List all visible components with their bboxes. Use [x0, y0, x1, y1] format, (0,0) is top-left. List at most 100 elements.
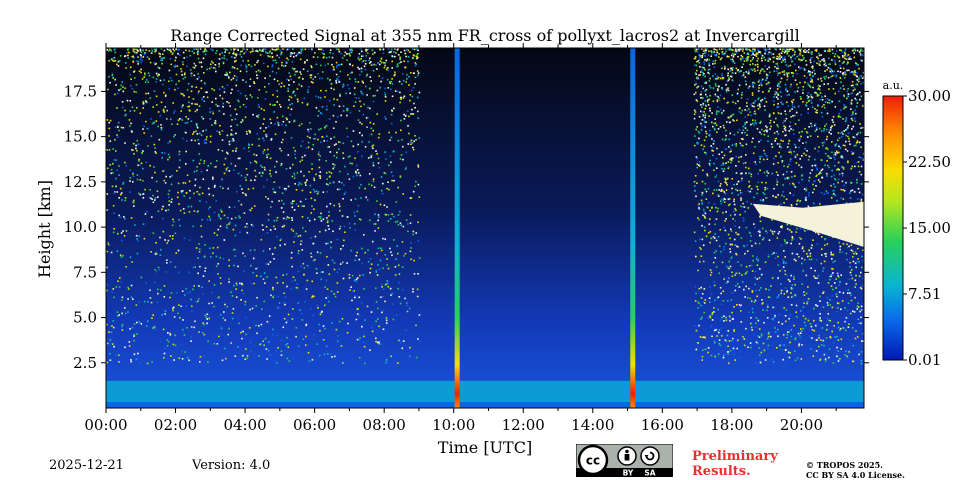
noise-speck [776, 83, 779, 86]
noise-speck [819, 181, 821, 183]
noise-speck [827, 155, 829, 157]
noise-speck [310, 212, 313, 214]
noise-speck [193, 170, 196, 173]
noise-speck [154, 199, 156, 201]
noise-speck [769, 122, 771, 124]
noise-speck [326, 135, 328, 137]
noise-speck [833, 156, 835, 159]
noise-speck [832, 116, 835, 118]
noise-speck [860, 198, 863, 201]
noise-speck [302, 262, 305, 265]
noise-speck [848, 93, 851, 95]
noise-speck [338, 188, 341, 191]
noise-speck [307, 128, 309, 131]
noise-speck [719, 344, 722, 347]
noise-speck [291, 318, 294, 320]
noise-speck [178, 150, 181, 153]
noise-speck [732, 119, 734, 121]
noise-speck [163, 56, 166, 59]
noise-speck [198, 250, 201, 253]
noise-speck [776, 106, 779, 108]
noise-speck [752, 53, 754, 55]
noise-speck [289, 113, 292, 116]
noise-speck [838, 112, 841, 115]
noise-speck [766, 74, 768, 77]
noise-speck [281, 61, 283, 64]
noise-speck [782, 140, 784, 142]
noise-speck [858, 67, 860, 70]
noise-speck [393, 51, 395, 53]
noise-speck [257, 69, 260, 72]
noise-speck [236, 190, 238, 193]
noise-speck [798, 256, 800, 258]
noise-speck [739, 189, 742, 192]
noise-speck [712, 87, 715, 89]
noise-speck [127, 288, 130, 290]
noise-speck [714, 233, 716, 235]
noise-speck [348, 178, 351, 180]
noise-speck [773, 157, 775, 160]
noise-speck [301, 319, 304, 321]
noise-speck [737, 339, 739, 342]
noise-speck [368, 141, 370, 143]
noise-speck [169, 48, 171, 50]
noise-speck [762, 91, 764, 93]
noise-speck [312, 295, 314, 297]
noise-speck [286, 216, 289, 218]
noise-speck [111, 291, 114, 294]
noise-speck [752, 255, 754, 257]
noise-speck [850, 84, 853, 87]
noise-speck [360, 90, 362, 93]
noise-speck [156, 190, 159, 192]
noise-speck [106, 342, 109, 345]
noise-speck [367, 48, 370, 50]
noise-speck [106, 284, 109, 286]
noise-speck [264, 337, 267, 340]
noise-speck [112, 148, 114, 150]
noise-speck [300, 51, 303, 53]
noise-speck [798, 48, 800, 50]
noise-speck [219, 133, 221, 135]
noise-speck [704, 126, 707, 128]
noise-speck [109, 48, 111, 51]
noise-speck [772, 319, 775, 321]
noise-speck [386, 67, 389, 69]
noise-speck [803, 321, 806, 324]
noise-speck [262, 48, 265, 50]
noise-speck [729, 67, 732, 70]
noise-speck [312, 314, 314, 317]
noise-speck [321, 106, 324, 108]
noise-speck [819, 359, 821, 362]
noise-speck [759, 70, 762, 72]
noise-speck [729, 70, 732, 72]
noise-speck [410, 247, 412, 249]
noise-speck [283, 224, 286, 227]
noise-speck [349, 48, 351, 50]
noise-speck [156, 75, 159, 77]
noise-speck [133, 90, 136, 93]
noise-speck [160, 127, 163, 129]
noise-speck [703, 82, 706, 84]
noise-speck [735, 285, 737, 287]
noise-speck [368, 62, 371, 64]
noise-speck [107, 243, 110, 246]
noise-speck [342, 110, 345, 112]
noise-speck [745, 58, 747, 60]
noise-speck [723, 246, 726, 248]
noise-speck [799, 332, 802, 334]
noise-speck [353, 211, 355, 214]
noise-speck [217, 273, 219, 275]
noise-speck [721, 88, 723, 90]
noise-speck [827, 101, 829, 104]
noise-speck [780, 244, 783, 247]
noise-speck [817, 282, 820, 284]
noise-speck [337, 48, 340, 51]
noise-speck [722, 211, 724, 214]
noise-speck [230, 162, 233, 165]
noise-speck [272, 188, 275, 190]
noise-speck [816, 111, 818, 114]
noise-speck [301, 240, 303, 243]
noise-speck [777, 65, 779, 67]
noise-speck [727, 351, 729, 353]
noise-speck [729, 265, 732, 268]
